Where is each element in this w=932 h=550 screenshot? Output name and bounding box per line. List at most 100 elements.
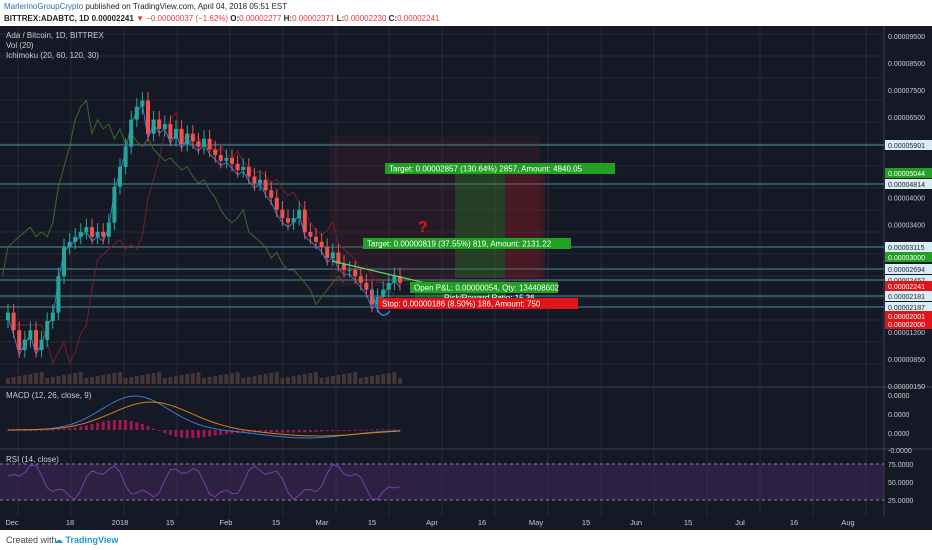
volume-bar	[347, 373, 352, 384]
price-label: 0.00002694	[888, 267, 925, 274]
macd-histogram-bar	[174, 430, 178, 437]
candle-body	[185, 133, 190, 144]
volume-bar	[146, 374, 150, 384]
price-label: 0.00002001	[888, 314, 925, 321]
volume-bar	[168, 377, 173, 384]
x-tick-label: Mar	[316, 518, 329, 527]
candle-body	[123, 146, 128, 167]
candle-body	[325, 246, 330, 259]
candle-body	[330, 252, 335, 259]
volume-bar	[174, 376, 178, 384]
x-tick-label: 15	[272, 518, 280, 527]
volume-bar	[56, 376, 61, 384]
candle-body	[134, 106, 139, 120]
high-value: 0.00002371	[292, 14, 335, 23]
y-tick-label: -0.0000	[888, 448, 912, 455]
volume-bar	[241, 378, 246, 384]
price-label: 0.00005044	[888, 171, 925, 178]
macd-histogram-bar	[40, 429, 44, 431]
macd-histogram-bar	[146, 426, 150, 430]
last-price: 0.00002241	[89, 14, 137, 23]
macd-histogram-bar	[258, 430, 262, 433]
volume-bar	[202, 378, 206, 384]
price-label-box	[885, 291, 932, 301]
price-label-box	[885, 311, 932, 321]
volume-bar	[319, 378, 324, 384]
candle-body	[162, 124, 167, 129]
candle-body	[78, 231, 83, 237]
price-label-box	[885, 179, 932, 189]
trade-box	[378, 298, 578, 309]
candle-body	[364, 282, 369, 290]
volume-bar	[78, 372, 83, 384]
candle-body	[28, 330, 33, 340]
volume-bar	[39, 372, 44, 384]
publish-line: MarlerinoGroupCrypto published on Tradin…	[4, 2, 287, 11]
symbol-label: BITTREX:ADABTC, 1D	[4, 14, 90, 23]
trade-box-label: Target: 0.00000819 (37.55%) 819, Amount:…	[367, 240, 552, 249]
volume-bar	[269, 373, 274, 384]
macd-histogram-bar	[364, 429, 368, 431]
y-tick-label: 0.00009500	[888, 34, 925, 41]
candle-body	[263, 179, 268, 191]
close-value: 0.00002241	[397, 14, 440, 23]
candle-body	[224, 157, 229, 161]
candle-body	[358, 276, 363, 283]
volume-bar	[6, 378, 10, 384]
volume-bar	[252, 376, 257, 384]
rsi-line	[7, 463, 401, 500]
x-tick-label: May	[529, 518, 543, 527]
volume-bar	[235, 372, 240, 384]
volume-bar	[325, 377, 330, 384]
volume-bar	[353, 372, 358, 384]
macd-histogram-bar	[297, 430, 301, 433]
macd-histogram-bar	[101, 421, 105, 430]
candle-body	[398, 276, 402, 283]
macd-histogram-bar	[118, 419, 122, 430]
volume-bar	[84, 378, 89, 384]
volume-bar	[263, 374, 268, 384]
price-label: 0.00004814	[888, 182, 925, 189]
candle-body	[308, 231, 313, 237]
author-link[interactable]: MarlerinoGroupCrypto	[4, 2, 84, 11]
candle-body	[386, 282, 391, 290]
macd-histogram-bar	[202, 430, 206, 438]
macd-histogram-bar	[51, 429, 55, 431]
trade-box-label: Open P&L: 0.00000054, Qty: 134408602	[414, 284, 560, 293]
price-label-box	[885, 264, 932, 274]
x-tick-label: Dec	[5, 518, 19, 527]
macd-histogram-bar	[264, 430, 268, 433]
y-tick-label: 50.0000	[888, 480, 913, 487]
macd-histogram-bar	[219, 430, 223, 435]
x-tick-label: 18	[66, 518, 74, 527]
candle-body	[90, 227, 94, 237]
macd-histogram-bar	[303, 430, 307, 433]
volume-bar	[224, 374, 229, 384]
x-tick-label: Apr	[426, 518, 438, 527]
chart-area[interactable]: Ada / Bitcoin, 1D, BITTREX Vol (20) Ichimo…	[0, 26, 932, 530]
candle-body	[39, 339, 44, 350]
candle-body	[34, 330, 38, 350]
volume-bar	[375, 375, 380, 384]
candle-body	[146, 100, 150, 134]
volume-bar	[286, 377, 290, 384]
price-label: 0.00002181	[888, 294, 925, 301]
tradingview-logo[interactable]: ☁ TradingView	[54, 535, 118, 546]
macd-histogram-bar	[280, 430, 284, 433]
volume-bar	[134, 376, 139, 384]
macd-histogram-bar	[62, 428, 66, 430]
macd-histogram-bar	[359, 429, 363, 431]
macd-histogram-bar	[398, 429, 402, 431]
macd-histogram-bar	[314, 430, 318, 432]
y-tick-label: 0.00007500	[888, 88, 925, 95]
y-tick-label: 0.00000850	[888, 357, 925, 364]
candle-body	[17, 330, 22, 350]
ohlc-line: BITTREX:ADABTC, 1D 0.00002241 ▼ −0.00000…	[4, 14, 439, 23]
candle-body	[314, 236, 318, 242]
volume-bar	[157, 372, 162, 384]
volume-bar	[381, 374, 386, 384]
macd-histogram-bar	[34, 429, 38, 431]
created-with: Created with	[6, 535, 57, 545]
candle-body	[269, 190, 274, 198]
